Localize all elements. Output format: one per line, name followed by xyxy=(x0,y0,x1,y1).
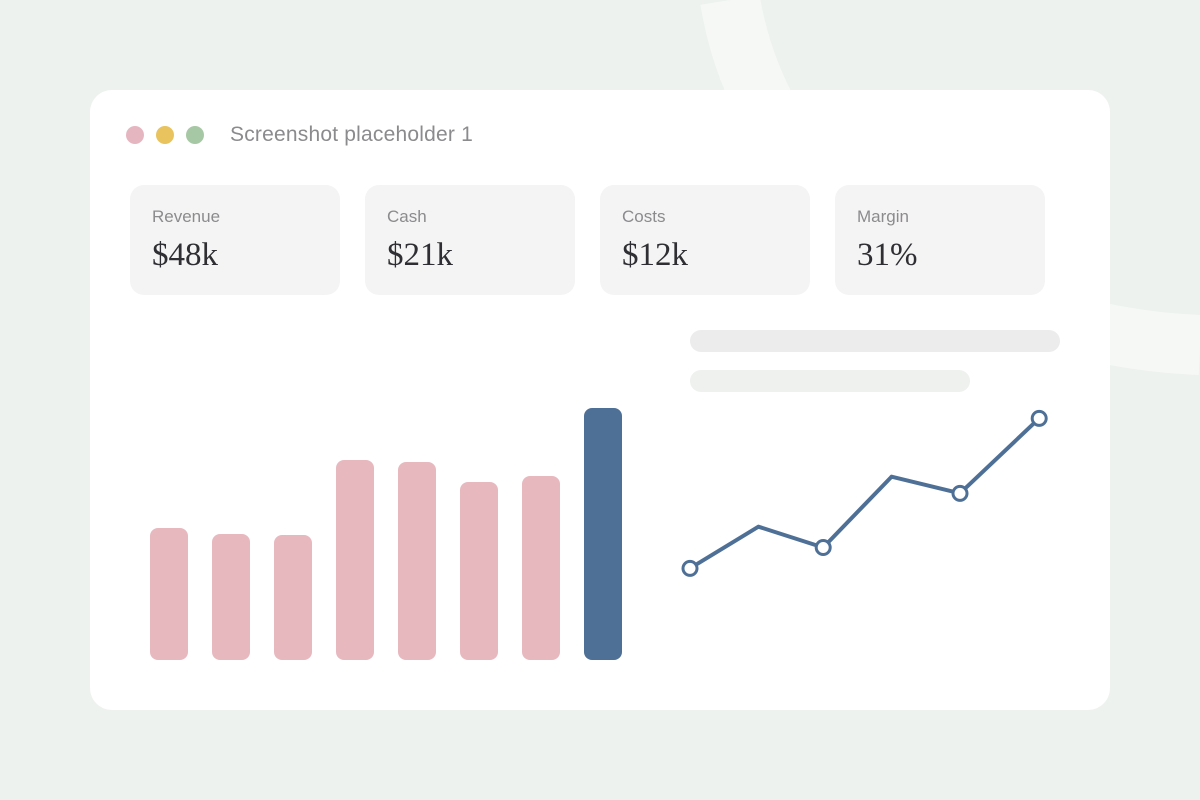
line-chart xyxy=(681,409,1048,577)
window-minimize-dot[interactable] xyxy=(156,126,174,144)
series-line xyxy=(688,416,1041,571)
metric-label: Cash xyxy=(387,207,427,226)
metric-value: $48k xyxy=(152,237,218,273)
window-title: Screenshot placeholder 1 xyxy=(230,123,473,146)
metric-value: 31% xyxy=(857,237,918,273)
metric-card-margin: Margin 31% xyxy=(835,185,1045,295)
line-point-marker xyxy=(681,559,699,577)
text-placeholder-line xyxy=(690,370,970,392)
bar xyxy=(150,528,188,660)
metric-card-cash: Cash $21k xyxy=(365,185,575,295)
text-placeholder-line xyxy=(690,330,1060,352)
line-point-marker xyxy=(1030,409,1048,427)
window-maximize-dot[interactable] xyxy=(186,126,204,144)
metric-label: Revenue xyxy=(152,207,221,226)
bar xyxy=(522,476,560,660)
metric-label: Costs xyxy=(622,207,666,226)
title-bar: Screenshot placeholder 1 xyxy=(90,90,1110,180)
bar xyxy=(212,534,250,660)
line-point-marker xyxy=(951,484,969,502)
app-window: Screenshot placeholder 1 Revenue $48k Ca… xyxy=(90,90,1110,710)
bar xyxy=(336,460,374,660)
metric-card-revenue: Revenue $48k xyxy=(130,185,340,295)
bar xyxy=(398,462,436,660)
metric-label: Margin xyxy=(857,207,909,226)
metric-card-costs: Costs $12k xyxy=(600,185,810,295)
bar xyxy=(460,482,498,660)
bar xyxy=(274,535,312,660)
line-point-marker xyxy=(814,539,832,556)
window-close-dot[interactable] xyxy=(126,126,144,144)
bar-highlighted xyxy=(584,408,622,660)
metric-value: $12k xyxy=(622,237,688,273)
metric-value: $21k xyxy=(387,237,453,273)
